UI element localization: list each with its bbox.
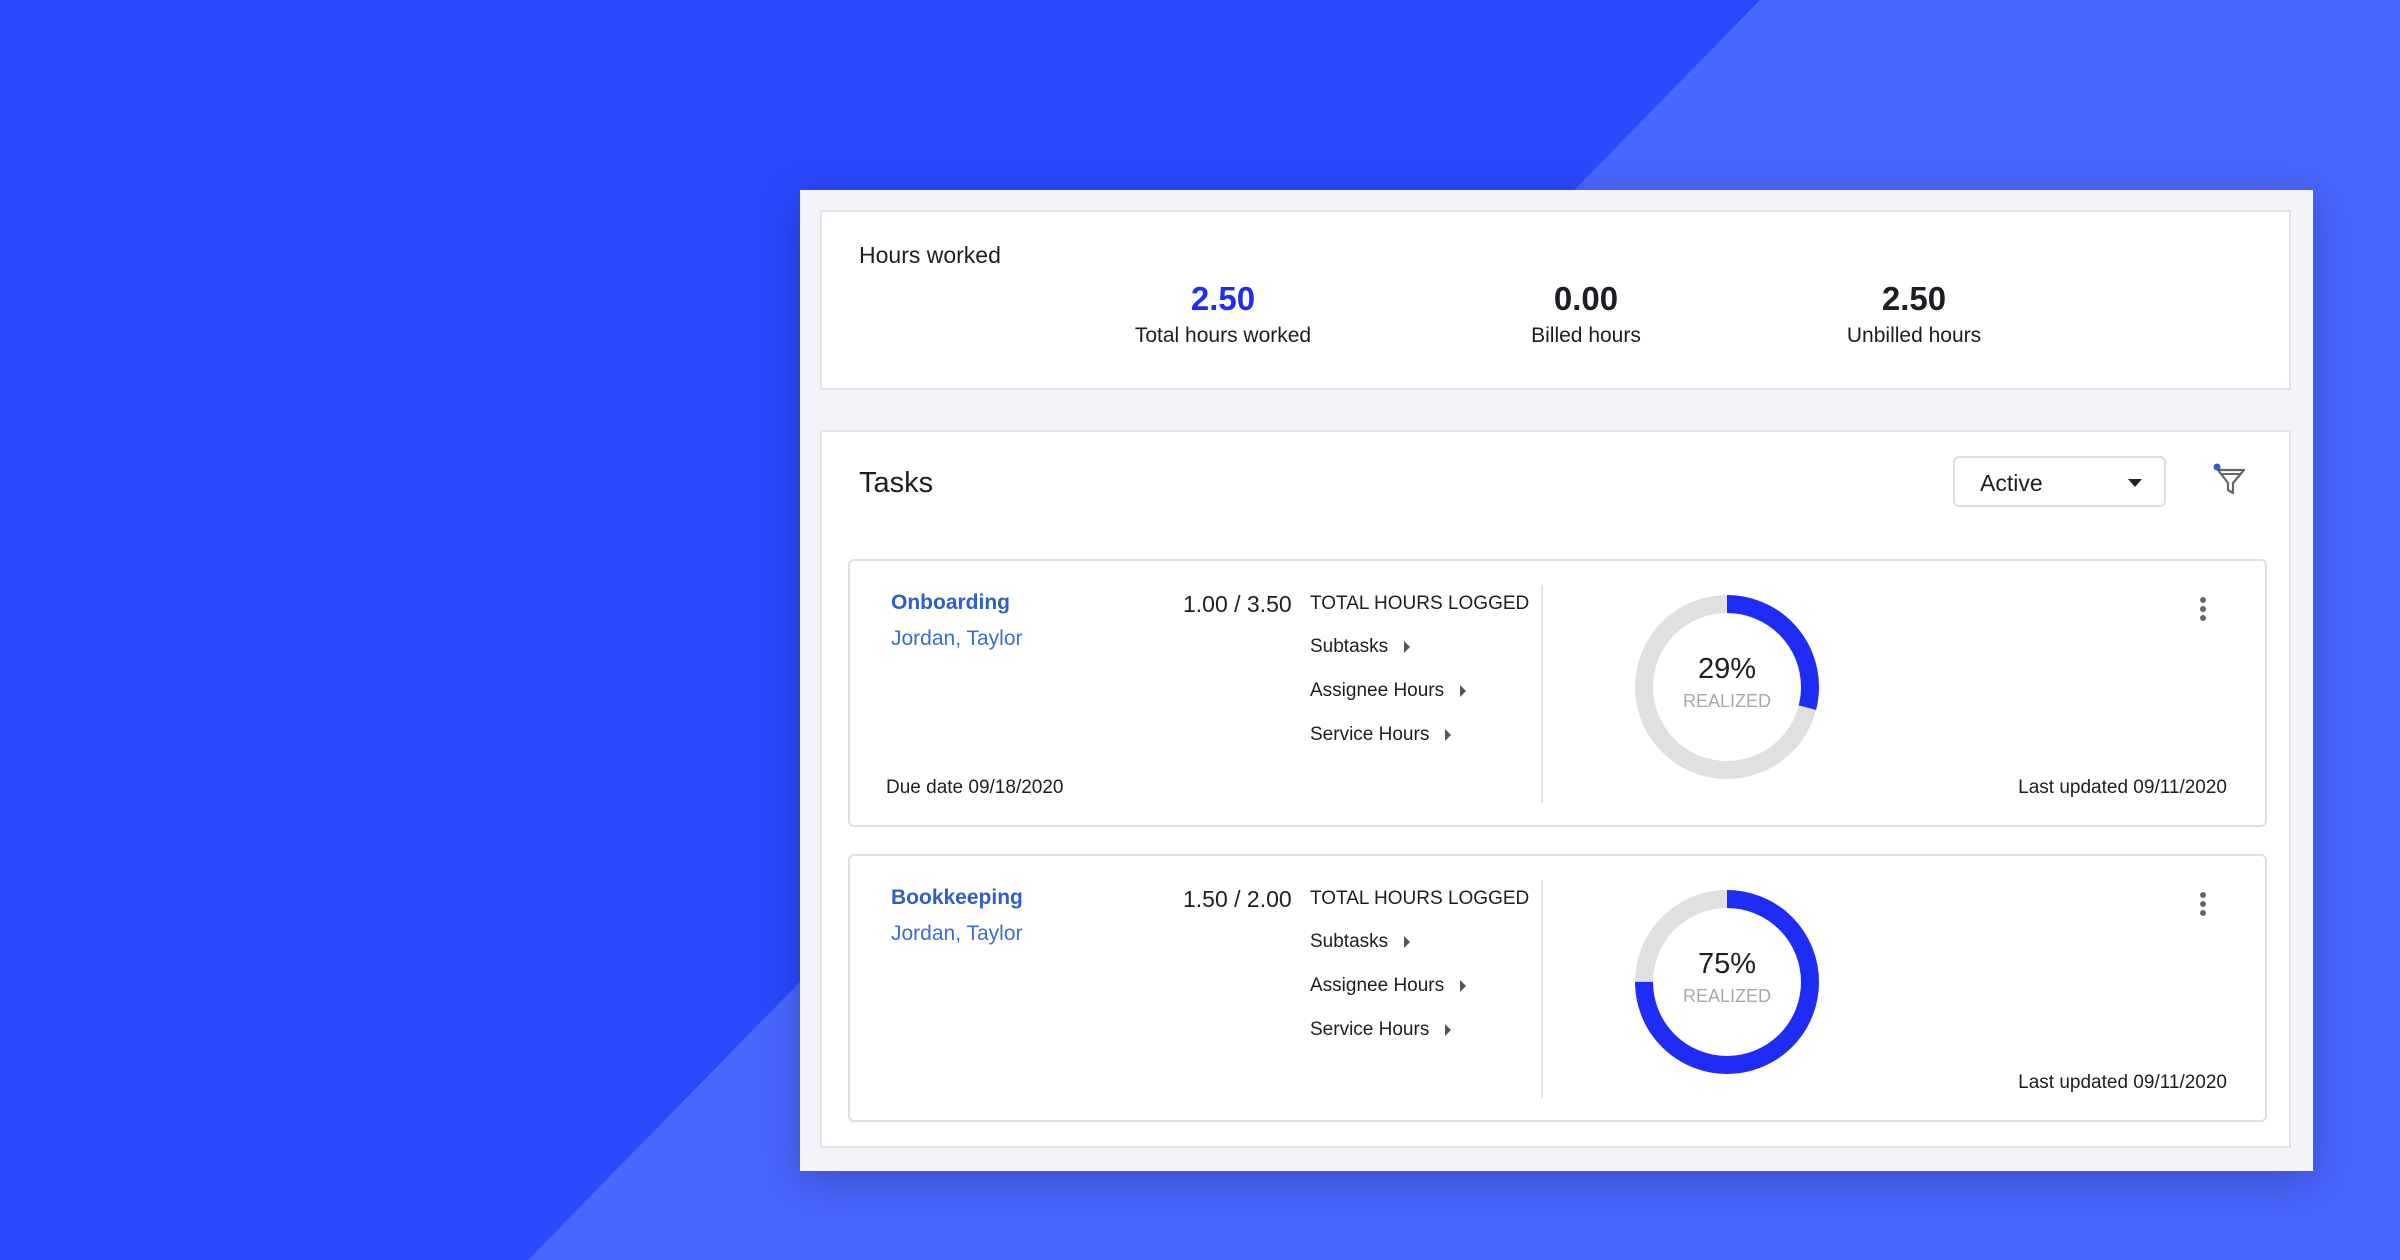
stat-label: Total hours worked [1134, 324, 1312, 347]
task-name-link[interactable]: Bookkeeping [891, 886, 1023, 909]
last-updated: Last updated 09/11/2020 [2018, 777, 2227, 798]
hours-worked-title: Hours worked [859, 242, 1001, 268]
realized-percent: 29% [1697, 653, 1757, 685]
task-hours-logged: 1.50 / 2.00 [1183, 886, 1292, 912]
toggle-label: Assignee Hours [1310, 680, 1445, 701]
caret-right-icon [1404, 640, 1411, 653]
realized-label: REALIZED [1682, 691, 1772, 711]
caret-right-icon [1460, 684, 1467, 697]
task-card: Bookkeeping Jordan, Taylor 1.50 / 2.00 T… [848, 854, 2267, 1122]
service-hours-toggle[interactable]: Service Hours [1310, 1019, 1452, 1041]
status-filter-dropdown[interactable]: Active [1953, 456, 2166, 507]
realized-donut [1635, 595, 1819, 779]
service-hours-toggle[interactable]: Service Hours [1310, 724, 1452, 746]
toggle-label: Assignee Hours [1310, 975, 1445, 996]
assignee-hours-toggle[interactable]: Assignee Hours [1310, 680, 1467, 702]
task-card: Onboarding Jordan, Taylor Due date 09/18… [848, 559, 2267, 827]
subtasks-toggle[interactable]: Subtasks [1310, 636, 1411, 658]
task-name-link[interactable]: Onboarding [891, 591, 1010, 614]
stat-total-hours: 2.50 Total hours worked [1073, 280, 1373, 348]
stat-label: Unbilled hours [1846, 324, 1982, 347]
total-hours-logged-label: TOTAL HOURS LOGGED [1310, 888, 1530, 909]
realized-label: REALIZED [1682, 986, 1772, 1006]
toggle-label: Service Hours [1310, 724, 1430, 745]
dashboard-panel: Hours worked 2.50 Total hours worked 0.0… [800, 190, 2313, 1171]
realized-donut [1635, 890, 1819, 1074]
more-options-icon[interactable] [2190, 597, 2216, 627]
caret-right-icon [1445, 728, 1452, 741]
dropdown-value: Active [1980, 470, 2043, 496]
toggle-label: Service Hours [1310, 1019, 1430, 1040]
divider [1541, 585, 1543, 803]
stat-value: 2.50 [1881, 280, 1947, 317]
donut-progress [1635, 890, 1819, 1074]
caret-right-icon [1460, 979, 1467, 992]
last-updated: Last updated 09/11/2020 [2018, 1072, 2227, 1093]
caret-right-icon [1445, 1023, 1452, 1036]
toggle-label: Subtasks [1310, 931, 1389, 952]
stat-label: Billed hours [1531, 324, 1641, 347]
task-assignees-link[interactable]: Jordan, Taylor [891, 627, 1023, 650]
subtasks-toggle[interactable]: Subtasks [1310, 931, 1411, 953]
divider [1541, 880, 1543, 1098]
stat-value: 2.50 [1190, 280, 1256, 317]
hours-worked-card: Hours worked 2.50 Total hours worked 0.0… [820, 210, 2291, 390]
stat-billed-hours: 0.00 Billed hours [1436, 280, 1736, 348]
task-assignees-link[interactable]: Jordan, Taylor [891, 922, 1023, 945]
tasks-section: Tasks Active Onboarding Jordan, Taylor D… [820, 430, 2291, 1148]
realized-percent: 75% [1697, 948, 1757, 980]
tasks-title: Tasks [859, 467, 934, 499]
more-options-icon[interactable] [2190, 892, 2216, 922]
assignee-hours-toggle[interactable]: Assignee Hours [1310, 975, 1467, 997]
task-hours-logged: 1.00 / 3.50 [1183, 591, 1292, 617]
caret-right-icon [1404, 935, 1411, 948]
total-hours-logged-label: TOTAL HOURS LOGGED [1310, 593, 1530, 614]
task-due-date: Due date 09/18/2020 [886, 777, 1064, 798]
caret-down-icon [2128, 479, 2142, 487]
donut-progress [1635, 595, 1819, 779]
filter-icon[interactable] [2212, 462, 2248, 498]
toggle-label: Subtasks [1310, 636, 1389, 657]
stat-unbilled-hours: 2.50 Unbilled hours [1764, 280, 2064, 348]
stat-value: 0.00 [1553, 280, 1619, 317]
